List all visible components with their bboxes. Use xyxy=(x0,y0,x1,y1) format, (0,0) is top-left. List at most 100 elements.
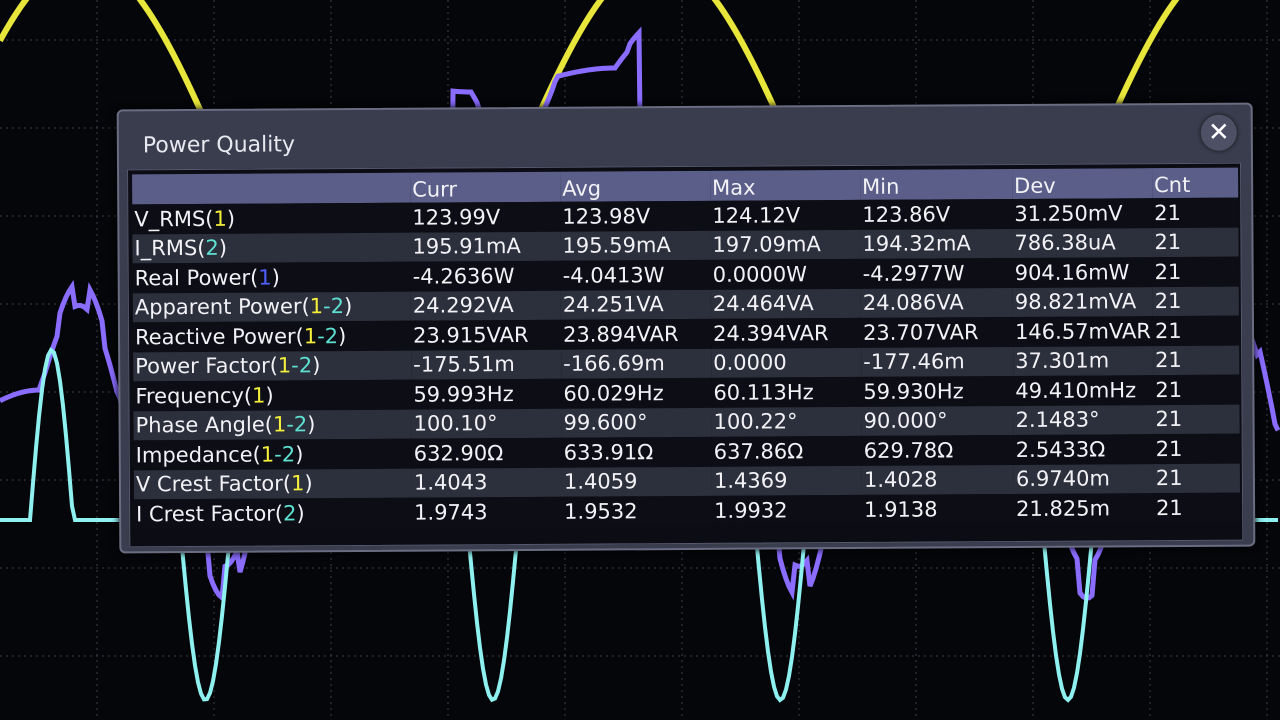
measurement-label: Reactive Power(1-2) xyxy=(132,320,412,352)
measurement-value: 23.915VAR xyxy=(410,319,562,351)
measurement-value: 124.12V xyxy=(710,199,861,231)
measurement-value: 146.57mVAR xyxy=(1012,316,1154,347)
measurement-value: 195.91mA xyxy=(410,231,561,262)
measurement-value: -4.2977W xyxy=(860,258,1013,289)
measurement-value: 786.38uA xyxy=(1012,227,1153,259)
measurement-value: 2.1483° xyxy=(1013,404,1154,436)
label-text: Impedance( xyxy=(135,442,261,468)
measurement-value: 21 xyxy=(1152,286,1239,317)
label-text: V_RMS( xyxy=(134,206,214,232)
channel-tag: 1 xyxy=(303,324,318,349)
measurement-value: 6.9740m xyxy=(1013,463,1154,494)
measurement-value: 90.000° xyxy=(861,405,1014,436)
column-header: Curr xyxy=(410,171,561,203)
measurement-label: Apparent Power(1-2) xyxy=(132,291,411,323)
channel-tag: 2 xyxy=(330,294,345,319)
measurement-value: 23.707VAR xyxy=(860,317,1014,348)
label-text: ) xyxy=(296,501,305,526)
measurement-value: 1.4369 xyxy=(711,465,863,496)
measurement-value: 24.086VA xyxy=(860,287,1013,318)
measurement-value: 21 xyxy=(1152,227,1239,258)
measurement-value: 904.16mW xyxy=(1012,257,1153,288)
measurement-value: 1.9138 xyxy=(862,493,1015,525)
label-text: I Crest Factor( xyxy=(136,501,284,527)
measurement-value: 0.0000W xyxy=(710,258,861,290)
measurement-value: 197.09mA xyxy=(710,229,861,260)
measurement-value: 123.86V xyxy=(860,199,1013,230)
measurement-value: 629.78Ω xyxy=(861,435,1014,466)
measurement-value: 21 xyxy=(1152,315,1240,346)
measurement-value: 59.993Hz xyxy=(411,378,562,410)
measurement-value: 21.825m xyxy=(1014,493,1155,524)
column-header: Dev xyxy=(1012,168,1153,200)
column-header: Avg xyxy=(560,170,711,202)
channel-tag: 1 xyxy=(258,265,272,290)
measurement-label: Impedance(1-2) xyxy=(133,438,412,470)
channel-tag: 2 xyxy=(298,353,313,378)
channel-tag: 2 xyxy=(205,236,219,261)
channel-tag: 2 xyxy=(293,412,308,437)
measurement-table-container: Curr Avg Max Min Dev Cnt V_RMS(1) 123.99V 123.9… xyxy=(127,162,1244,548)
channel-tag: 1 xyxy=(272,412,287,437)
measurement-value: 23.894VAR xyxy=(560,318,712,350)
measurement-value: 1.4059 xyxy=(561,466,713,497)
power-quality-dialog: Power Quality ✕ Curr Avg Max Min Dev Cnt V_RM… xyxy=(116,102,1256,554)
measurement-value: 21 xyxy=(1153,345,1240,376)
channel-tag: 2 xyxy=(283,501,297,526)
measurement-value: 21 xyxy=(1153,463,1241,494)
measurement-value: 60.029Hz xyxy=(561,377,712,409)
label-text: ) xyxy=(307,412,316,437)
label-text: Phase Angle( xyxy=(135,412,274,438)
channel-tag: 1 xyxy=(213,206,227,231)
measurement-value: -166.69m xyxy=(561,348,712,379)
measurement-value: 123.99V xyxy=(410,201,561,233)
measurement-value: 31.250mV xyxy=(1012,198,1153,229)
label-text: I_RMS( xyxy=(134,236,206,261)
measurement-value: 100.22° xyxy=(711,406,862,437)
channel-tag: 1 xyxy=(260,442,275,467)
label-text: ) xyxy=(338,323,347,348)
close-icon: ✕ xyxy=(1207,117,1230,148)
measurement-value: 37.301m xyxy=(1013,345,1154,377)
measurement-value: 21 xyxy=(1153,404,1240,435)
label-text: Real Power( xyxy=(134,265,259,291)
label-text: ) xyxy=(218,236,228,261)
channel-tag: 1 xyxy=(309,294,324,319)
measurement-value: -4.0413W xyxy=(560,259,711,291)
measurement-value: -175.51m xyxy=(411,349,562,380)
measurement-value: 21 xyxy=(1152,197,1239,228)
channel-tag: 1 xyxy=(252,383,266,408)
measurement-value: 21 xyxy=(1153,492,1241,523)
label-text: ) xyxy=(312,353,321,378)
measurement-value: 21 xyxy=(1153,433,1240,464)
channel-tag: 1 xyxy=(290,471,305,496)
measurement-value: 60.113Hz xyxy=(711,376,862,408)
measurement-label: V_RMS(1) xyxy=(132,202,411,234)
label-text: ) xyxy=(265,383,274,408)
measurement-label: V Crest Factor(1) xyxy=(133,468,413,500)
measurement-value: -177.46m xyxy=(861,346,1014,377)
measurement-label: Real Power(1) xyxy=(132,261,411,293)
label-text: V Crest Factor( xyxy=(135,471,292,497)
measurement-value: 99.600° xyxy=(561,407,712,438)
measurement-value: 24.251VA xyxy=(560,289,711,320)
close-button[interactable]: ✕ xyxy=(1200,114,1237,151)
measurement-value: 633.91Ω xyxy=(561,436,712,468)
measurement-value: 0.0000 xyxy=(711,347,862,378)
measurement-value: 1.9932 xyxy=(712,494,863,526)
measurement-value: 24.292VA xyxy=(410,290,561,321)
power-quality-table: Curr Avg Max Min Dev Cnt V_RMS(1) 123.99V 123.9… xyxy=(132,167,1241,529)
measurement-value: 49.410mHz xyxy=(1013,375,1154,406)
measurement-value: 100.10° xyxy=(411,408,562,439)
measurement-value: 1.4043 xyxy=(411,467,563,498)
measurement-value: 24.394VAR xyxy=(710,317,862,349)
channel-tag: 2 xyxy=(324,323,339,348)
measurement-label: Phase Angle(1-2) xyxy=(133,409,412,441)
measurement-label: I_RMS(2) xyxy=(132,232,411,264)
measurement-value: 632.90Ω xyxy=(411,437,562,469)
channel-tag: - xyxy=(274,442,282,467)
measurement-value: 2.5433Ω xyxy=(1013,434,1154,465)
label-text: ) xyxy=(295,442,304,467)
measurement-label: Power Factor(1-2) xyxy=(133,350,412,382)
measurement-value: 21 xyxy=(1153,374,1240,405)
